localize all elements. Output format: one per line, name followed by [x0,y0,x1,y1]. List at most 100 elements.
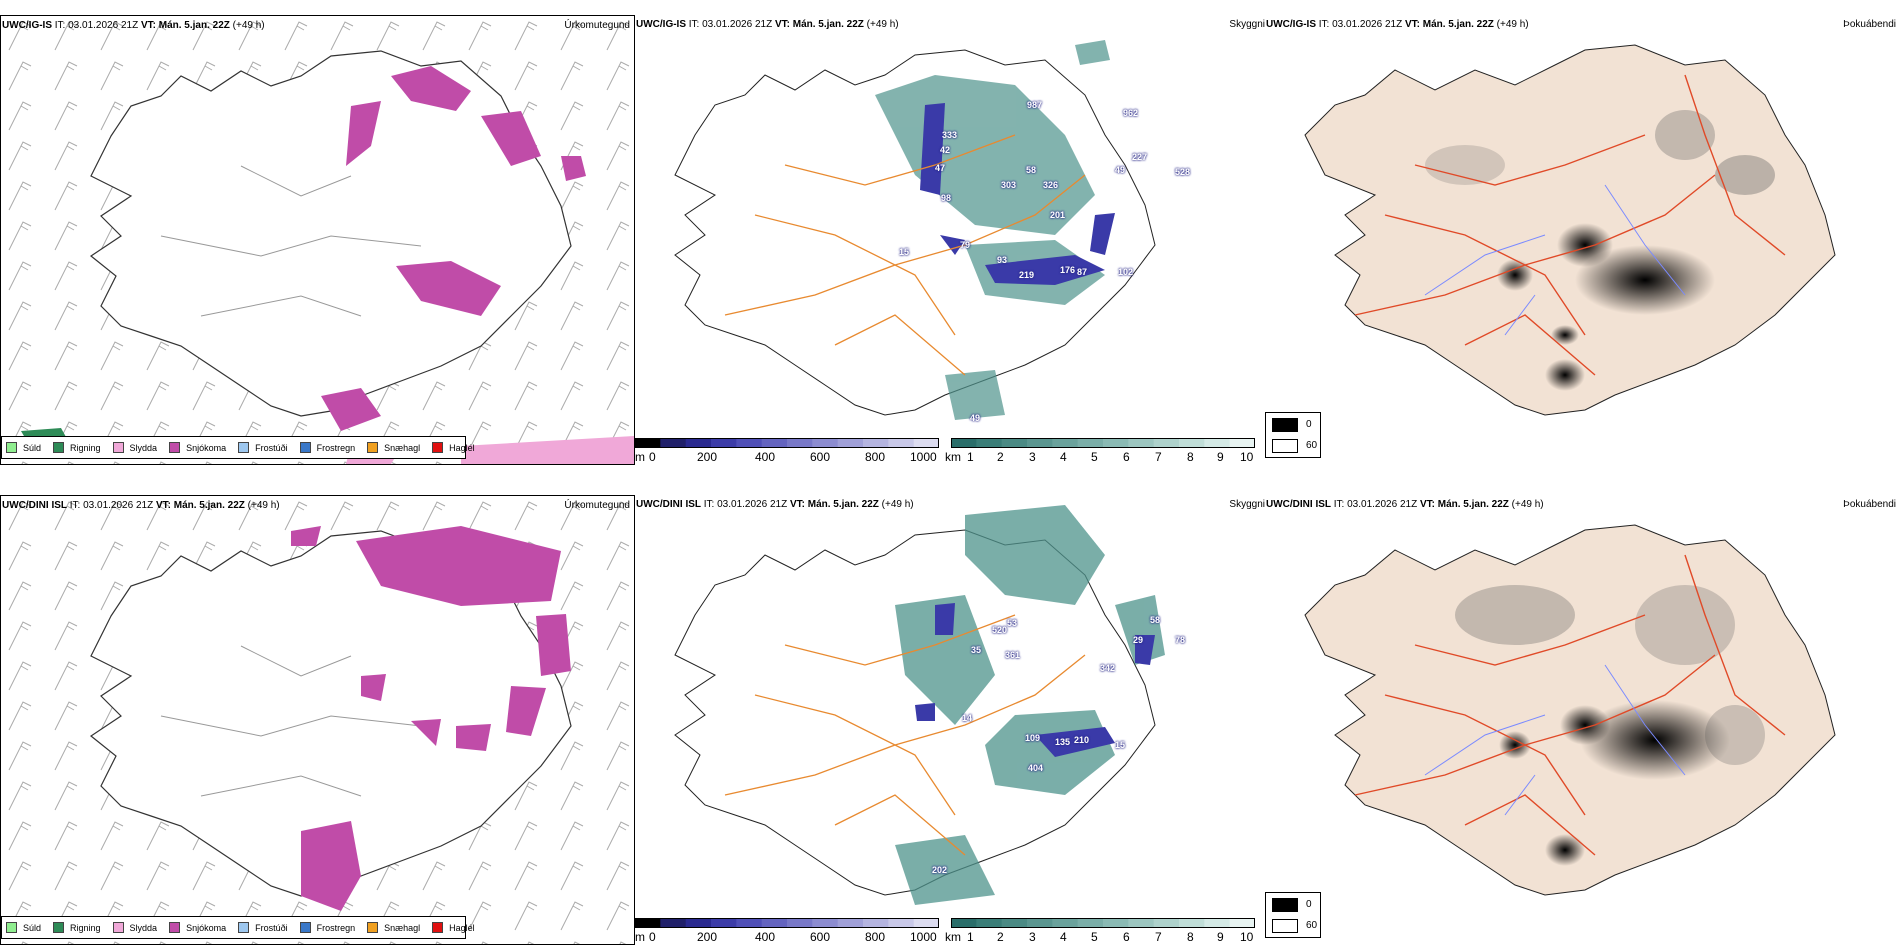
fog-legend-swatch [1272,919,1298,933]
vis-number: 102 [1118,267,1134,277]
colorbar-segment [837,918,864,928]
colorbar-segment [1077,438,1104,448]
colorbar-segment [976,438,1003,448]
colorbar-tick: 7 [1155,930,1162,944]
colorbar-segment [711,438,737,448]
colorbar-tick: 8 [1187,450,1194,464]
vis-number: 202 [932,865,948,875]
colorbar-km-svg [951,438,1255,448]
colorbar-tick: 200 [697,450,718,464]
colorbar-segment [863,438,889,448]
colorbar-segment [787,918,813,928]
colorbar-segment [1001,438,1028,448]
vis-number: 53 [1007,618,1018,628]
vis-number: 15 [899,247,910,257]
colorbar-tick: 4 [1060,450,1067,464]
colorbar-tick: 600 [810,450,831,464]
colorbar-segment [1027,438,1053,448]
colorbar-segment [1052,918,1079,928]
colorbar-unit-km: km [945,450,961,464]
fog-roads [1354,554,1786,856]
colorbar-segment [1204,918,1231,928]
colorbar-segment [888,438,915,448]
legend-swatch [53,922,65,933]
vis-number: 47 [935,163,946,173]
fog-map-row1 [1304,44,1836,416]
colorbar-tick: 200 [697,930,718,944]
legend-swatch [238,922,250,933]
visibility-title-row1: UWC/IG-IS IT: 03.01.2026 21Z VT: Mán. 5.… [636,19,899,30]
rivers [1424,664,1686,816]
visibility-colorbar-km-row2: km 1 2 3 4 5 6 7 8 9 10 [945,918,1255,944]
colorbar-tick: 6 [1123,930,1130,944]
fog-legend-label: 60 [1306,440,1318,451]
colorbar-unit-m: m [635,450,645,464]
vis-number: 987 [1027,100,1043,110]
legend-swatch [238,442,250,453]
colorbar-segment [1128,918,1155,928]
colorbar-tick: 5 [1091,930,1098,944]
legend-swatch [6,442,17,453]
precip-panel-row2: UWC/DINI ISL IT: 03.01.2026 21Z VT: Mán.… [0,495,635,945]
legend-swatch [112,922,124,933]
colorbar-segment [1179,918,1205,928]
colorbar-tick: 1 [967,450,974,464]
colorbar-tick: 8 [1187,930,1194,944]
legend-swatch [169,922,181,933]
rivers [1424,184,1686,336]
visibility-colorbar-m-row2: m 0 200 400 600 800 1000 [635,918,939,944]
legend-item-frostregn: Frostregn [299,922,355,933]
fog-legend-row2: 0 60 [1265,892,1321,938]
vis-number: 58 [1026,165,1037,175]
colorbar-tick: 6 [1123,450,1130,464]
colorbar-segment [736,438,763,448]
visibility-teal-areas [895,505,1165,905]
fog-title-row2: UWC/DINI ISL IT: 03.01.2026 21Z VT: Mán.… [1266,499,1544,510]
vis-number: 15 [1115,740,1126,750]
colorbar-segment [1103,918,1129,928]
colorbar-tick: 800 [865,930,886,944]
colorbar-segment [660,918,687,928]
vis-number: 14 [962,713,973,723]
colorbar-tick: 4 [1060,930,1067,944]
legend-swatch [112,442,124,453]
vis-number: 326 [1043,180,1059,190]
vis-number: 78 [1175,635,1186,645]
legend-item-snaehagl: Snæhagl [367,442,420,453]
vis-number: 333 [942,130,958,140]
vis-number: 361 [1005,650,1021,660]
vis-number: 528 [1175,167,1191,177]
colorbar-tick: 400 [755,930,776,944]
vis-number: 35 [971,645,982,655]
fog-shading [1455,585,1765,866]
colorbar-tick: 0 [649,450,656,464]
legend-swatch [299,442,311,453]
colorbar-tick: 0 [649,930,656,944]
vis-number: 210 [1074,735,1090,745]
colorbar-segment [888,918,915,928]
vis-number: 93 [997,255,1008,265]
colorbar-m-svg [635,438,939,448]
colorbar-segment [635,438,661,448]
precip-type-label-row2: Úrkomutegund [564,500,630,511]
legend-swatch [367,442,379,453]
colorbar-segment [951,918,977,928]
colorbar-segment [761,438,788,448]
colorbar-segment [635,918,661,928]
colorbar-tick: 10 [1240,450,1254,464]
colorbar-tick: 1000 [910,450,937,464]
colorbar-tick: 9 [1217,930,1224,944]
legend-item-haglel: Haglél [432,442,475,453]
colorbar-segment [1027,918,1053,928]
fog-roads [1354,74,1786,376]
colorbar-segment [863,918,889,928]
vis-number: 520 [992,625,1008,635]
vis-number: 87 [1077,267,1088,277]
vis-number: 58 [1150,615,1161,625]
colorbar-segment [711,918,737,928]
precip-legend-row1: Súld Rigning Slydda Snjókoma Frostúði Fr… [1,436,475,459]
colorbar-segment [685,918,712,928]
colorbar-border [635,438,939,448]
colorbar-segment [812,918,839,928]
colorbar-tick: 3 [1029,450,1036,464]
